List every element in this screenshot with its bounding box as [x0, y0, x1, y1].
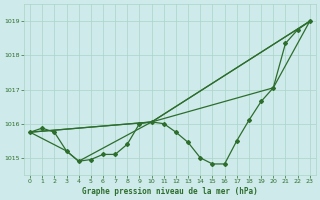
X-axis label: Graphe pression niveau de la mer (hPa): Graphe pression niveau de la mer (hPa) [82, 187, 258, 196]
